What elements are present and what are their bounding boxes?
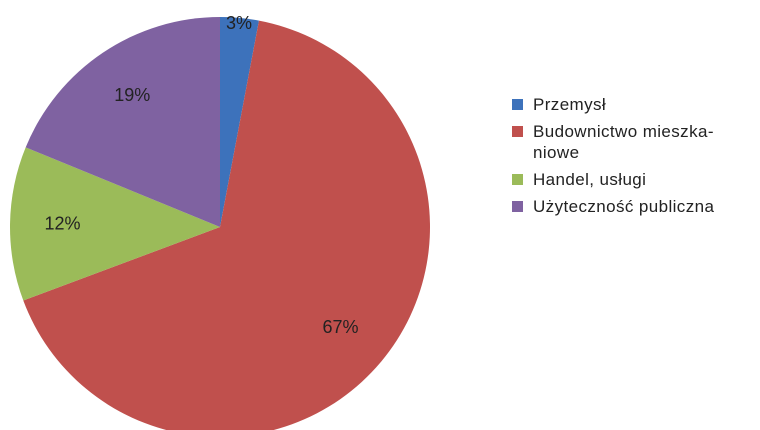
legend: Przemysł Budownictwo mieszka-niowe Handel,…: [512, 94, 748, 223]
pie-slice: [9, 147, 220, 301]
data-label: 19%: [114, 85, 150, 105]
pie-slice: [220, 17, 259, 227]
pie-slice: [23, 20, 430, 430]
legend-item: Przemysł: [512, 94, 748, 115]
data-label: 3%: [226, 13, 252, 33]
pie-slice: [25, 17, 221, 227]
legend-swatch: [512, 99, 523, 110]
legend-item: Handel, usługi: [512, 169, 748, 190]
legend-swatch: [512, 201, 523, 212]
data-label: 67%: [322, 317, 358, 337]
data-label: 12%: [45, 213, 81, 233]
legend-item: Użyteczność publiczna: [512, 196, 748, 217]
legend-label: Użyteczność publiczna: [533, 197, 715, 216]
legend-swatch: [512, 126, 523, 137]
legend-label: Budownictwo mieszka-niowe: [533, 122, 714, 162]
legend-swatch: [512, 174, 523, 185]
legend-label: Przemysł: [533, 95, 607, 114]
legend-label: Handel, usługi: [533, 170, 647, 189]
legend-item: Budownictwo mieszka-niowe: [512, 121, 748, 163]
